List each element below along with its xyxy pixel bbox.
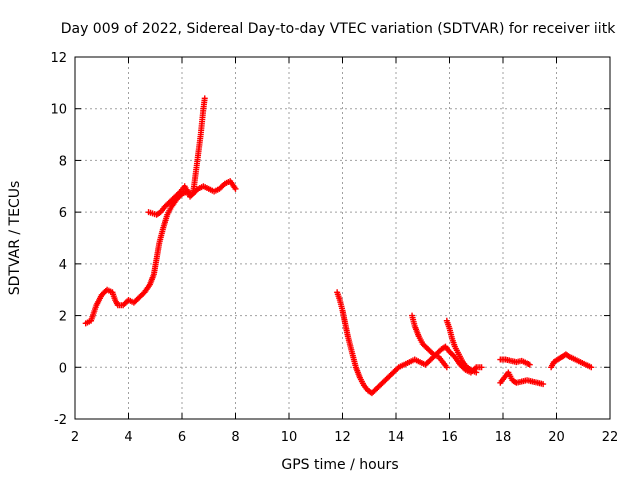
y-tick-label: 0 [59,361,67,376]
data-point [201,95,208,102]
grid [75,57,610,419]
series-segment-7 [497,369,547,388]
series-segment-4 [409,312,450,371]
series-segment-2 [145,95,208,218]
series-segment-3 [334,289,485,397]
y-tick-label: -2 [54,413,67,428]
data-series [82,95,595,397]
chart-title: Day 009 of 2022, Sidereal Day-to-day VTE… [61,21,616,37]
y-tick-label: 12 [50,51,67,66]
y-axis-label: SDTVAR / TECUs [7,181,23,296]
y-tick-label: 6 [59,206,67,221]
data-point [540,381,547,388]
y-tick-label: 8 [59,154,67,169]
x-tick-label: 6 [178,430,186,445]
data-point [478,364,485,371]
series-segment-5 [443,317,480,376]
x-tick-label: 4 [124,430,132,445]
series-segment-1 [82,178,239,327]
x-tick-label: 10 [281,430,298,445]
axis-ticks: 2 4 6 8 10 12 14 16 18 20 22 -2 0 2 4 6 8 10 12 [50,51,618,445]
x-tick-label: 12 [334,430,351,445]
x-tick-label: 14 [388,430,405,445]
x-tick-label: 20 [548,430,565,445]
data-point [473,369,480,376]
series-segment-6 [497,356,533,368]
y-tick-label: 10 [50,103,67,118]
data-point [526,361,533,368]
series-segment-8 [548,351,595,371]
data-point [588,364,595,371]
data-point [232,185,239,192]
x-tick-label: 2 [71,430,79,445]
x-axis-label: GPS time / hours [281,457,398,473]
x-tick-label: 18 [495,430,512,445]
y-tick-label: 2 [59,310,67,325]
x-tick-label: 8 [231,430,239,445]
y-tick-label: 4 [59,258,67,273]
data-point [443,364,450,371]
x-tick-label: 16 [441,430,458,445]
x-tick-label: 22 [602,430,619,445]
